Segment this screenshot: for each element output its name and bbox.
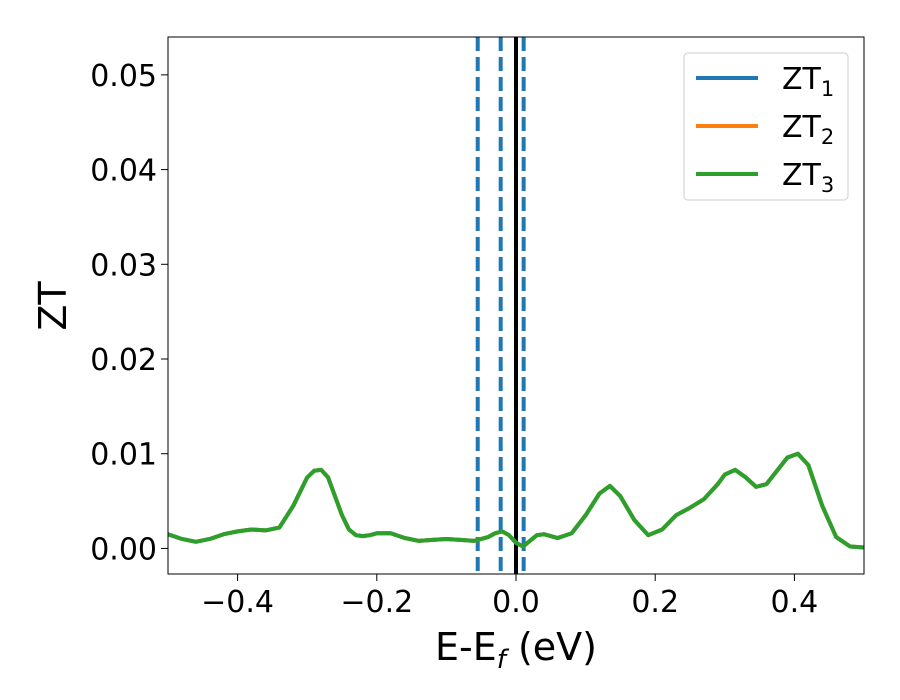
series-lines: [168, 451, 864, 550]
y-axis-ticks: 0.00 0.01 0.02 0.03 0.04 0.05: [90, 59, 168, 567]
legend: ZT1 ZT2 ZT3: [683, 52, 849, 201]
x-tick-label: 0.4: [771, 585, 819, 620]
y-tick-label: 0.01: [90, 438, 157, 473]
legend-label-2: ZT2: [782, 110, 834, 149]
y-tick-label: 0.04: [90, 154, 157, 189]
x-axis-ticks: −0.4 −0.2 0.0 0.2 0.4: [201, 574, 818, 620]
x-axis-label-main: E-E: [435, 625, 497, 669]
legend-frame: [683, 52, 849, 201]
y-tick-label: 0.03: [90, 248, 157, 283]
series-line-3: [168, 451, 864, 550]
y-axis-label: ZT: [31, 281, 75, 331]
y-tick-label: 0.05: [90, 59, 157, 94]
legend-items: ZT1 ZT2 ZT3: [696, 62, 834, 197]
x-tick-label: 0.0: [492, 585, 540, 620]
y-tick-label: 0.00: [90, 532, 157, 567]
legend-label-3: ZT3: [782, 158, 834, 197]
x-axis-label-unit: (eV): [506, 625, 597, 669]
vertical-lines: [475, 37, 526, 574]
legend-label-1: ZT1: [782, 62, 834, 101]
y-tick-label: 0.02: [90, 343, 157, 378]
x-tick-label: −0.4: [201, 585, 274, 620]
x-tick-label: −0.2: [340, 585, 413, 620]
x-axis-label: E-Ef (eV): [435, 625, 597, 675]
x-tick-label: 0.2: [631, 585, 679, 620]
